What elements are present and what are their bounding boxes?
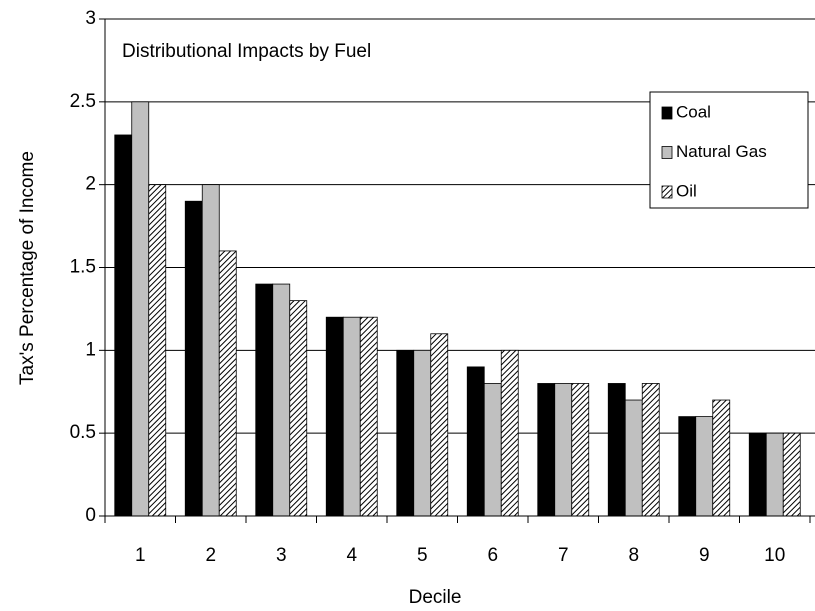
bar (218, 250, 237, 517)
bar (466, 366, 485, 517)
bar (359, 316, 378, 517)
bar (148, 184, 167, 517)
bar (624, 399, 643, 517)
bar (131, 101, 150, 517)
x-tick-label: 9 (699, 545, 710, 566)
x-axis-label: Decile (409, 587, 462, 608)
legend-label: Natural Gas (676, 142, 767, 161)
bar (641, 383, 660, 517)
y-tick-label: 1 (85, 339, 96, 360)
x-tick-label: 10 (764, 545, 785, 566)
x-tick-label: 5 (417, 545, 428, 566)
bar (748, 432, 767, 517)
x-tick-label: 6 (487, 545, 498, 566)
legend-swatch (661, 185, 673, 199)
y-axis-label: Tax's Percentage of Income (17, 151, 38, 385)
y-tick-label: 3 (85, 8, 96, 29)
bar (114, 134, 133, 517)
bar (255, 283, 274, 517)
bar (430, 333, 449, 517)
bar (201, 184, 220, 517)
x-tick-label: 7 (558, 545, 569, 566)
x-tick-label: 8 (628, 545, 639, 566)
bar (695, 416, 714, 517)
y-tick-label: 2.5 (70, 91, 96, 112)
bar (678, 416, 697, 517)
bar (765, 432, 784, 517)
legend-swatch (661, 146, 673, 159)
bar (396, 349, 415, 517)
bar (325, 316, 344, 517)
bar (184, 200, 203, 517)
bar (500, 349, 519, 517)
bar (782, 432, 801, 517)
bar (712, 399, 731, 517)
y-tick-label: 2 (85, 174, 96, 195)
x-tick-label: 1 (135, 545, 146, 566)
legend-label: Oil (676, 181, 697, 200)
legend-swatch (661, 106, 673, 120)
legend (649, 91, 809, 209)
x-tick-label: 4 (346, 545, 357, 566)
x-tick-label: 3 (276, 545, 287, 566)
x-tick-label: 2 (205, 545, 216, 566)
y-tick-label: 0 (85, 505, 96, 526)
y-tick-label: 1.5 (70, 257, 96, 278)
bar (342, 316, 361, 517)
bar (272, 283, 291, 517)
bar (607, 383, 626, 517)
bar (483, 383, 502, 517)
chart-title: Distributional Impacts by Fuel (122, 41, 371, 62)
bar (289, 300, 308, 517)
y-tick-label: 0.5 (70, 422, 96, 443)
bar (413, 349, 432, 517)
bar (571, 383, 590, 517)
legend-label: Coal (676, 102, 711, 121)
bar (554, 383, 573, 517)
bar (537, 383, 556, 517)
